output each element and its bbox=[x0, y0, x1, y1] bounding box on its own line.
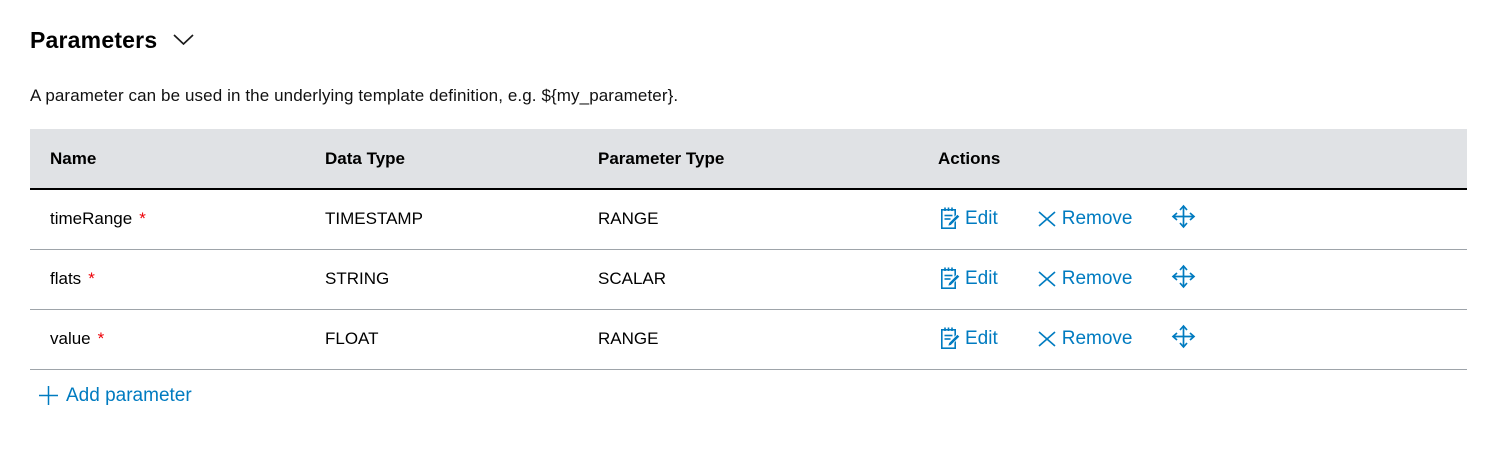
column-header-actions: Actions bbox=[918, 129, 1467, 190]
remove-button-label: Remove bbox=[1061, 208, 1133, 230]
edit-icon bbox=[938, 206, 962, 232]
edit-button-label: Edit bbox=[965, 208, 998, 230]
param-parameter-type-cell: RANGE bbox=[578, 189, 918, 250]
drag-move-handle[interactable] bbox=[1170, 263, 1197, 295]
param-name-cell: flats * bbox=[30, 249, 305, 310]
remove-button[interactable]: Remove bbox=[1035, 207, 1133, 231]
section-collapse-toggle[interactable] bbox=[172, 29, 195, 52]
parameters-section: Parameters A parameter can be used in th… bbox=[0, 27, 1486, 411]
required-asterisk: * bbox=[97, 329, 105, 348]
edit-icon bbox=[938, 326, 962, 352]
x-icon bbox=[1035, 207, 1059, 231]
page-title: Parameters bbox=[30, 27, 158, 53]
column-header-parameter-type: Parameter Type bbox=[578, 129, 918, 190]
column-header-name: Name bbox=[30, 129, 305, 190]
add-parameter-label: Add parameter bbox=[66, 384, 192, 406]
remove-button[interactable]: Remove bbox=[1035, 327, 1133, 351]
remove-button-label: Remove bbox=[1061, 268, 1133, 289]
param-name: flats bbox=[50, 269, 82, 288]
drag-move-handle[interactable] bbox=[1170, 323, 1197, 355]
param-name: value bbox=[50, 329, 91, 348]
remove-button-label: Remove bbox=[1061, 328, 1133, 349]
move-arrows-icon bbox=[1170, 263, 1197, 295]
param-actions-cell: Edit Remove bbox=[918, 309, 1467, 370]
edit-button[interactable]: Edit bbox=[938, 266, 998, 292]
edit-icon bbox=[938, 266, 962, 292]
edit-button[interactable]: Edit bbox=[938, 206, 998, 232]
x-icon bbox=[1035, 327, 1059, 351]
table-header-row: Name Data Type Parameter Type Actions bbox=[30, 129, 1467, 190]
edit-button-label: Edit bbox=[965, 268, 998, 289]
edit-button[interactable]: Edit bbox=[938, 326, 998, 352]
table-row: timeRange * TIMESTAMP RANGE bbox=[30, 189, 1467, 250]
section-description: A parameter can be used in the underlyin… bbox=[30, 86, 679, 105]
edit-button-label: Edit bbox=[965, 328, 998, 349]
chevron-down-icon bbox=[172, 33, 195, 52]
column-header-data-type: Data Type bbox=[305, 129, 578, 190]
required-asterisk: * bbox=[88, 269, 95, 288]
add-parameter-button[interactable]: Add parameter bbox=[38, 385, 192, 407]
drag-move-handle[interactable] bbox=[1170, 203, 1197, 235]
section-header: Parameters bbox=[30, 27, 1486, 54]
param-actions-cell: Edit Remove bbox=[918, 249, 1467, 310]
param-parameter-type-cell: RANGE bbox=[578, 309, 918, 370]
param-name-cell: timeRange * bbox=[30, 189, 305, 250]
remove-button[interactable]: Remove bbox=[1035, 267, 1133, 291]
param-data-type-cell: TIMESTAMP bbox=[305, 189, 578, 250]
param-actions-cell: Edit Remove bbox=[918, 189, 1467, 250]
param-name-cell: value * bbox=[30, 309, 305, 370]
table-row: value * FLOAT RANGE bbox=[30, 309, 1467, 370]
plus-icon bbox=[38, 385, 59, 406]
param-parameter-type-cell: SCALAR bbox=[578, 249, 918, 310]
move-arrows-icon bbox=[1170, 203, 1197, 235]
param-data-type-cell: STRING bbox=[305, 249, 578, 310]
parameters-table: Name Data Type Parameter Type Actions ti… bbox=[30, 129, 1467, 370]
x-icon bbox=[1035, 267, 1059, 291]
param-data-type-cell: FLOAT bbox=[305, 309, 578, 370]
move-arrows-icon bbox=[1170, 323, 1197, 355]
table-row: flats * STRING SCALAR bbox=[30, 249, 1467, 310]
required-asterisk: * bbox=[139, 209, 146, 229]
param-name: timeRange bbox=[50, 209, 133, 229]
